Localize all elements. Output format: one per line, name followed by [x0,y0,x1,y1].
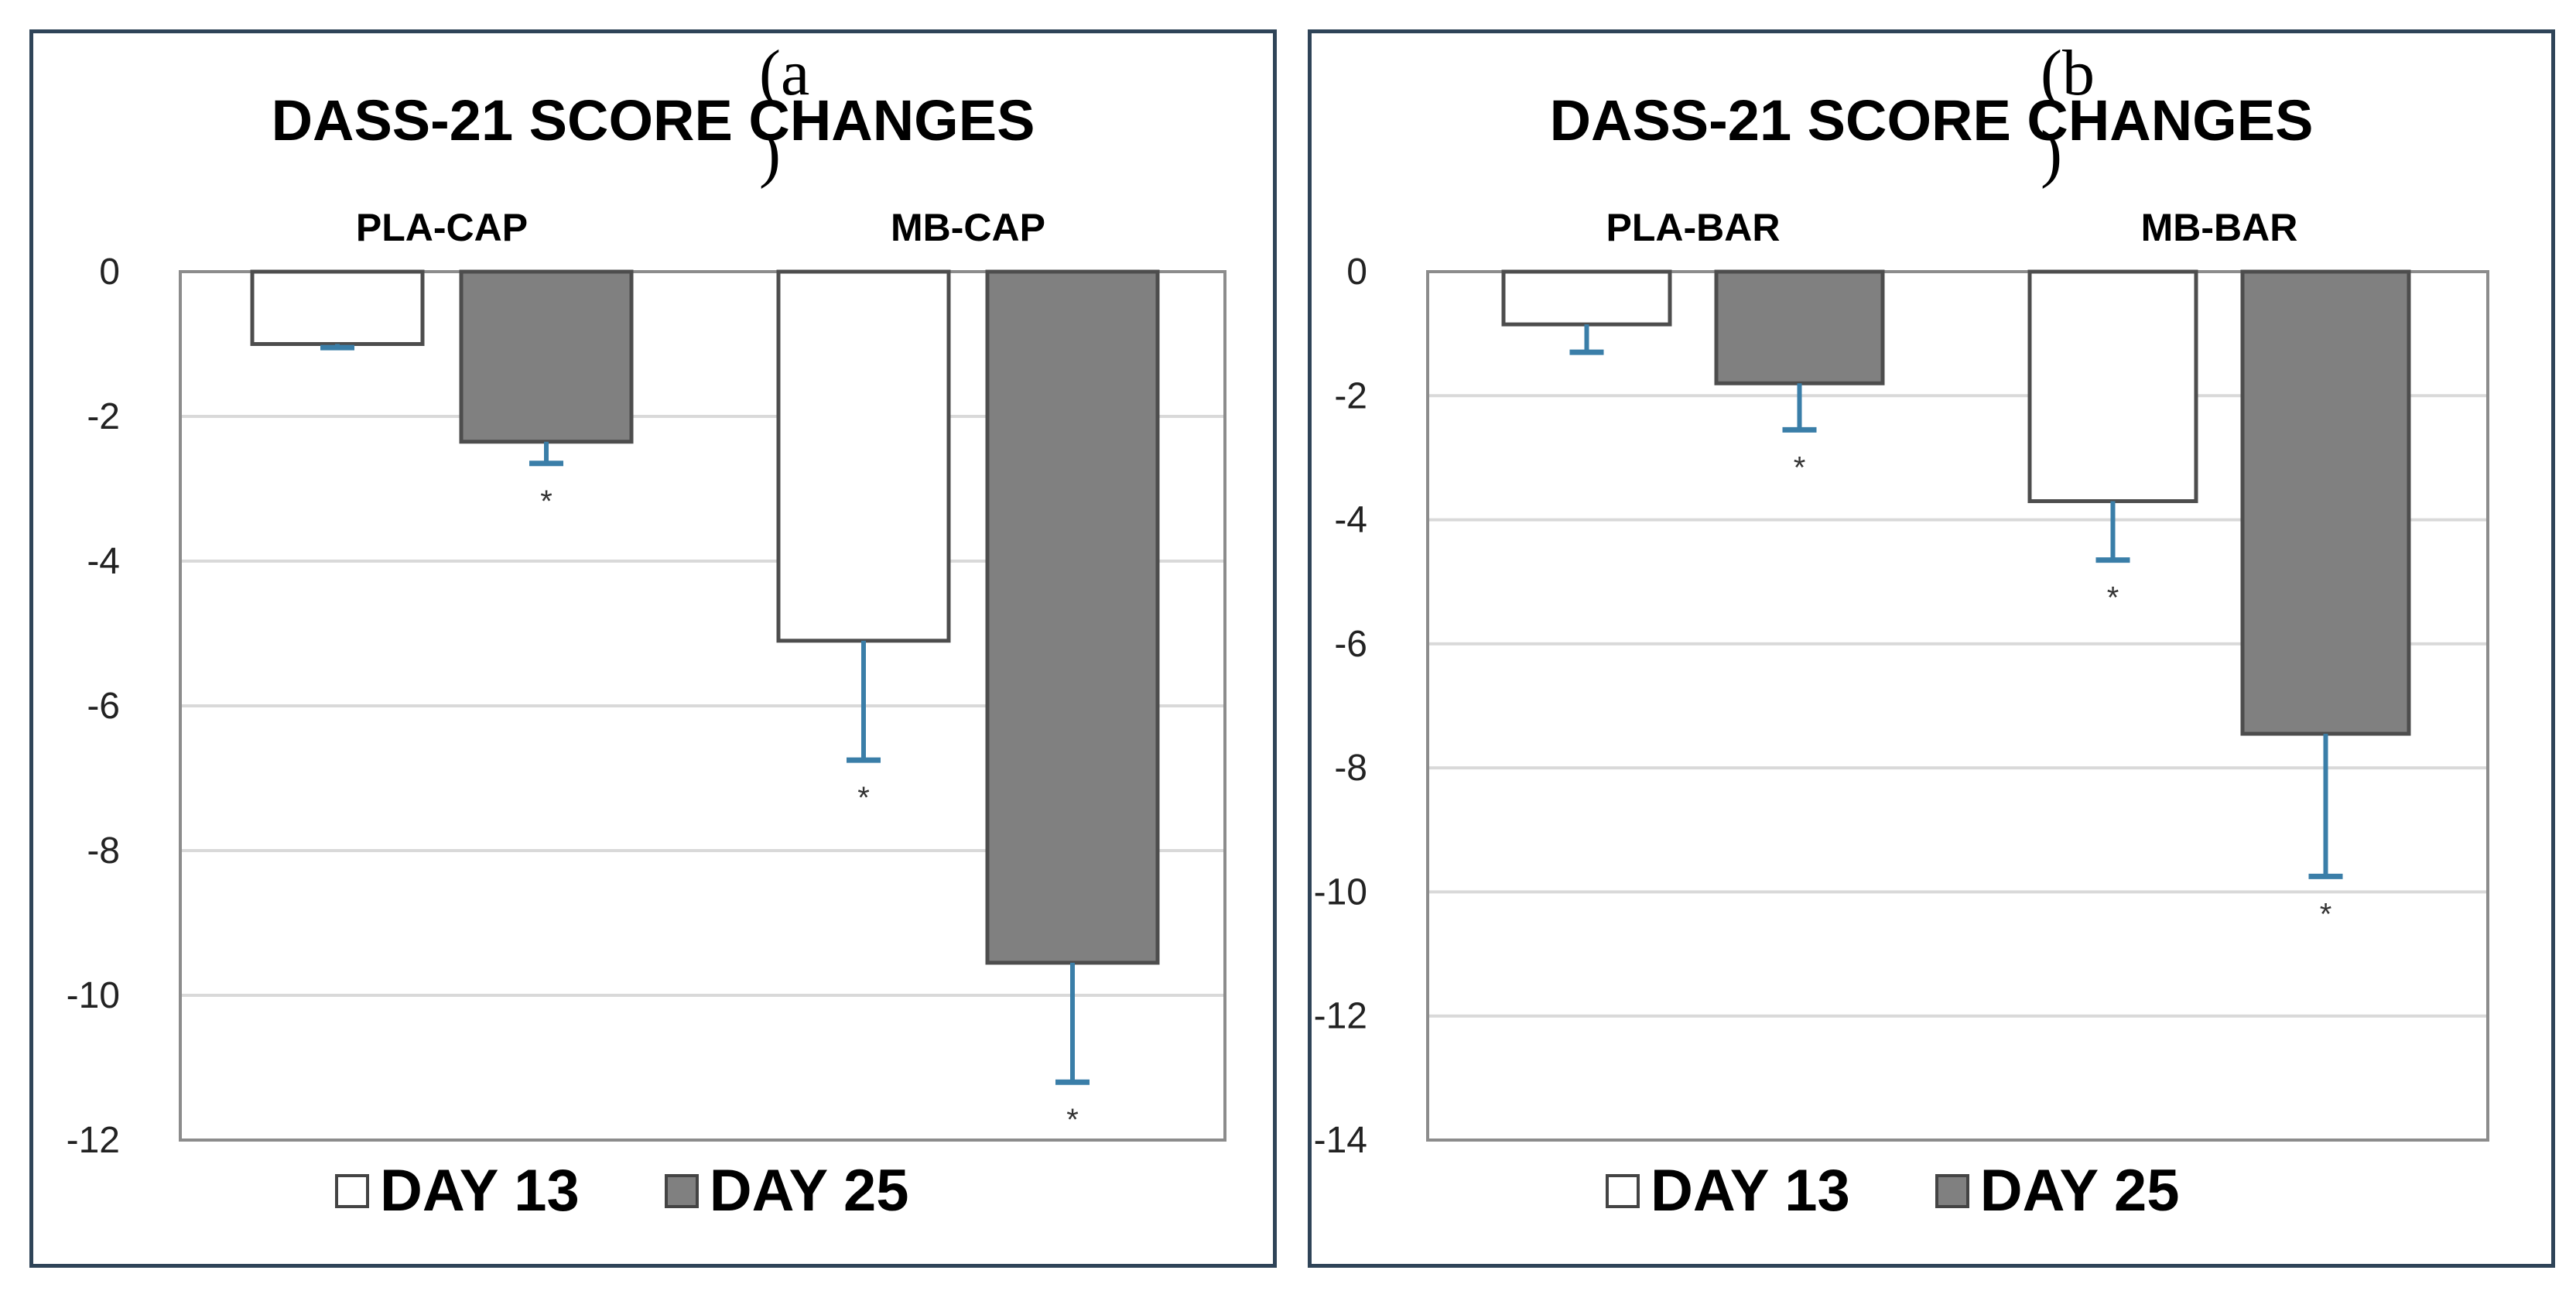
bar-day13 [776,269,951,643]
bar-day25 [1714,269,1885,385]
plot-area-frame [1426,270,2489,1142]
legend-label-day13: DAY 13 [380,1158,580,1224]
legend-label-day25: DAY 25 [1979,1158,2180,1224]
legend-swatch-day13 [335,1173,369,1208]
bar-chart-b: 0 -2 -4 -6 -8 -10 -12 -14 PLA-BAR MB-BAR * * * [1314,206,2489,1161]
y-tick-label: -10 [67,975,120,1016]
y-tick-label: 0 [1346,252,1367,293]
y-tick-label: -8 [87,830,120,871]
chart-title-b: DASS-21 SCORE CHANGES [1549,88,2314,152]
significance-marker: * [857,781,870,815]
bar-day25 [985,269,1160,965]
category-label: PLA-CAP [356,206,528,249]
y-tick-label: -2 [1334,375,1367,416]
panel-label-a-close: ) [759,118,781,190]
bar-day25 [2240,269,2411,736]
y-tick-label: -10 [1314,871,1367,913]
y-tick-label: 0 [99,252,120,293]
category-label: PLA-BAR [1606,206,1781,249]
legend-item-day25: DAY 25 [664,1157,909,1224]
y-tick-label: -12 [1314,996,1367,1037]
legend-swatch-day25 [664,1173,699,1208]
legend-label-day13: DAY 13 [1651,1158,1850,1224]
plot-area-frame [179,270,1226,1142]
chart-title-a: DASS-21 SCORE CHANGES [271,88,1035,152]
y-tick-label: -8 [1334,748,1367,789]
y-tick-label: -6 [1334,624,1367,665]
legend-item-day25: DAY 25 [1935,1157,2180,1224]
chart-panel-b: (b ) DASS-21 SCORE CHANGES 0 -2 -4 -6 -8 -10 -… [1308,29,2555,1268]
category-label: MB-CAP [891,206,1045,249]
legend-item-day13: DAY 13 [1606,1157,1850,1224]
significance-marker: * [1066,1103,1079,1137]
panel-label-b-open: (b [2041,37,2095,109]
y-tick-label: -12 [67,1120,120,1161]
legend-item-day13: DAY 13 [335,1157,580,1224]
y-tick-label: -14 [1314,1120,1367,1161]
legend-swatch-day13 [1606,1173,1640,1208]
significance-marker: * [540,485,552,519]
significance-marker: * [2320,897,2332,931]
panel-label-a: (a ) [759,41,809,187]
bar-day13 [2027,269,2198,504]
y-tick-label: -4 [87,541,120,582]
bar-day13 [250,269,425,346]
bar-chart-a: 0 -2 -4 -6 -8 -10 -12 PLA-CAP MB-CAP * * * [67,206,1226,1161]
y-tick-label: -6 [87,686,120,727]
significance-marker: * [1794,450,1806,485]
legend-a: DAY 13 DAY 25 [335,1157,994,1224]
panel-label-a-open: (a [759,37,810,109]
category-label: MB-BAR [2141,206,2298,249]
legend-label-day25: DAY 25 [709,1158,909,1224]
chart-panel-a: (a ) DASS-21 SCORE CHANGES 0 -2 -4 -6 -8 -10 -… [29,29,1277,1268]
panel-label-b: (b ) [2041,41,2095,187]
y-tick-label: -4 [1334,500,1367,541]
legend-swatch-day25 [1935,1173,1969,1208]
significance-marker: * [2107,581,2119,615]
legend-b: DAY 13 DAY 25 [1606,1157,2265,1224]
bar-day25 [459,269,634,444]
panel-label-b-close: ) [2041,118,2062,190]
y-tick-label: -2 [87,396,120,437]
bar-day13 [1501,269,1672,327]
